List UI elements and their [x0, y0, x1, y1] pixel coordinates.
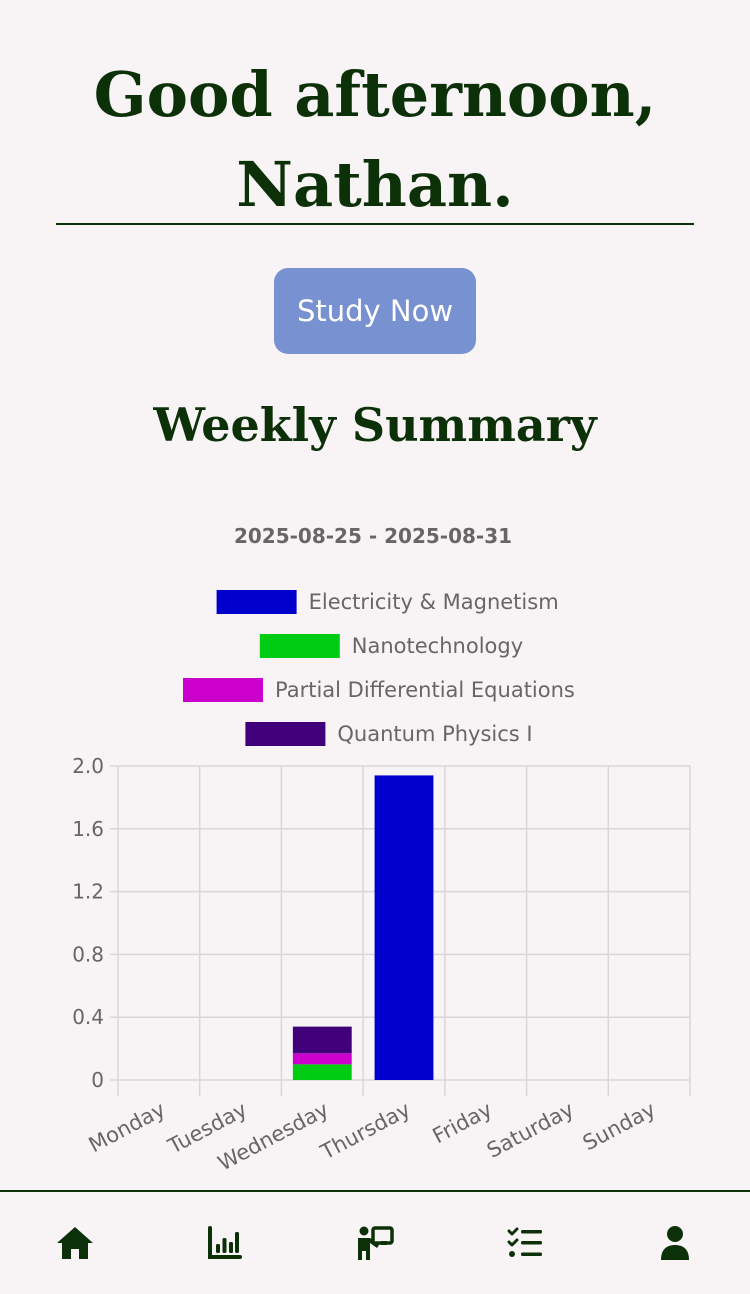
- x-tick-label: Thursday: [316, 1097, 414, 1165]
- study-now-button[interactable]: Study Now: [274, 268, 476, 354]
- greeting-line-2: Nathan.: [236, 148, 514, 221]
- bar-segment: [292, 1026, 352, 1054]
- chart-title: 2025-08-25 - 2025-08-31: [234, 524, 512, 548]
- nav-teach[interactable]: [300, 1192, 450, 1294]
- x-tick-label: Monday: [85, 1097, 169, 1157]
- nav-home[interactable]: [0, 1192, 150, 1294]
- legend-swatch: [245, 722, 326, 746]
- legend-swatch: [183, 678, 263, 702]
- legend-swatch: [216, 590, 297, 614]
- weekly-summary-title: Weekly Summary: [153, 398, 597, 452]
- y-tick-label: 0.4: [72, 1005, 104, 1029]
- y-tick-label: 1.2: [72, 880, 104, 904]
- y-tick-label: 2.0: [72, 754, 104, 778]
- greeting-heading: Good afternoon, Nathan.: [0, 50, 750, 230]
- nav-stats[interactable]: [150, 1192, 300, 1294]
- stats-chart-icon: [208, 1226, 242, 1259]
- bar-segment: [292, 1064, 352, 1080]
- home-icon: [57, 1227, 93, 1259]
- bar-segment: [292, 1053, 352, 1065]
- x-tick-label: Saturday: [483, 1097, 578, 1163]
- y-tick-label: 0.8: [72, 942, 104, 966]
- bottom-nav: [0, 1192, 750, 1294]
- greeting-divider: [56, 223, 694, 225]
- profile-icon: [661, 1226, 689, 1260]
- weekly-summary-chart: 2025-08-25 - 2025-08-31 Electricity & Mag…: [72, 524, 691, 1175]
- x-tick-label: Sunday: [579, 1097, 660, 1155]
- greeting-line-1: Good afternoon,: [93, 58, 657, 131]
- legend-label: Partial Differential Equations: [275, 678, 575, 702]
- y-tick-label: 1.6: [72, 817, 104, 841]
- bar-segment: [374, 775, 434, 1080]
- legend-label: Electricity & Magnetism: [309, 590, 559, 614]
- legend-label: Nanotechnology: [352, 634, 523, 658]
- nav-profile[interactable]: [600, 1192, 750, 1294]
- y-tick-label: 0: [91, 1068, 104, 1092]
- nav-divider: [0, 1190, 750, 1192]
- task-list-icon: [507, 1227, 542, 1257]
- nav-tasks[interactable]: [450, 1192, 600, 1294]
- legend-label: Quantum Physics I: [337, 722, 532, 746]
- teacher-board-icon: [358, 1226, 394, 1260]
- legend-swatch: [259, 634, 340, 658]
